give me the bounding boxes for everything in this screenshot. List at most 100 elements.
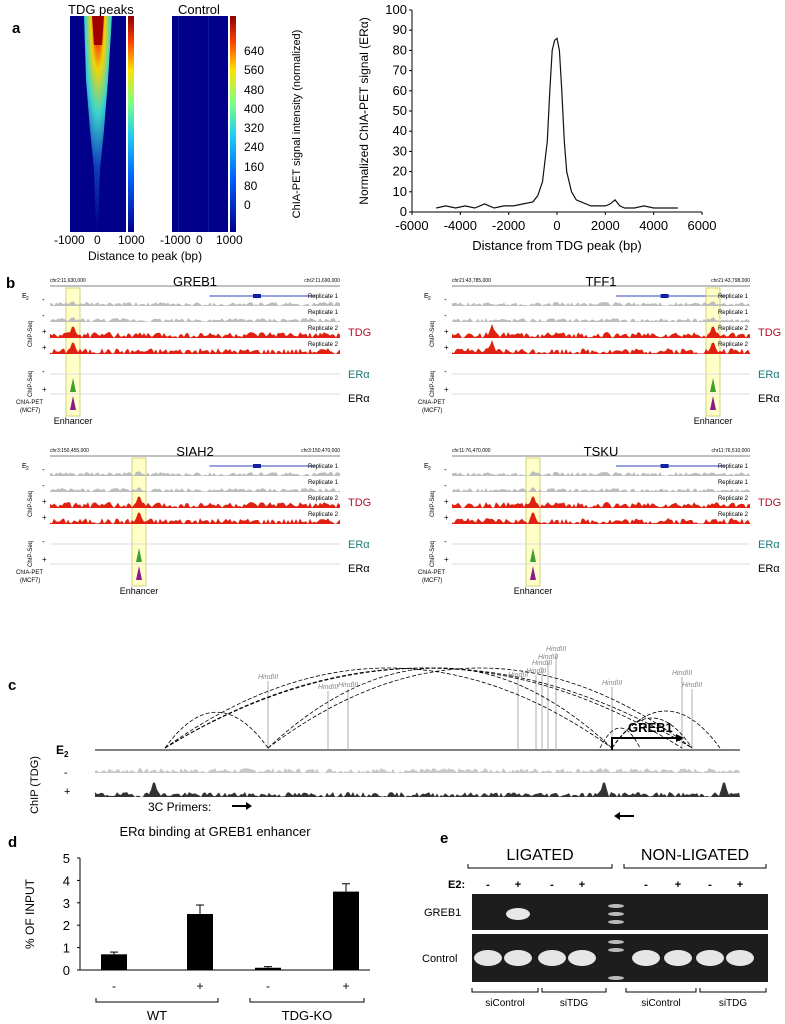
tff1-gene-title: TFF1 (585, 274, 616, 289)
chip-track (452, 324, 750, 338)
era-chip-peak (136, 548, 142, 562)
lane-group-bracket (699, 988, 767, 993)
era-chiapet-label: ERα (758, 393, 780, 405)
chip-track (452, 301, 750, 306)
e2-treatment: + (579, 879, 585, 891)
x-tick-label: -6000 (395, 218, 428, 233)
ladder-band (608, 912, 624, 916)
e2-treatment: + (737, 879, 743, 891)
chipseq-label: ChIP-Seq (28, 371, 34, 397)
exon (660, 294, 669, 298)
panel-e-letter: e (440, 830, 449, 847)
chiapet-label: ChIA-PET (16, 570, 43, 576)
enhancer-label: Enhancer (514, 586, 553, 596)
mcf7-label: (MCF7) (20, 408, 40, 414)
enhancer-label: Enhancer (694, 416, 733, 426)
x-axis-label: Distance from TDG peak (bp) (472, 238, 642, 253)
era-chip-label: ERα (348, 369, 370, 381)
lane-group-label: siTDG (560, 998, 589, 1009)
colorbar-tick: 320 (244, 121, 265, 136)
hindiii-label: HindIII (546, 646, 566, 653)
chip-track (452, 512, 750, 524)
e2-treatment: - (644, 879, 648, 891)
e2-sub: 2 (428, 466, 431, 472)
exon (253, 464, 261, 468)
chip-track (50, 487, 340, 492)
chipseq-label: ChIP-Seq (28, 491, 34, 517)
era-chip-label: ERα (348, 539, 370, 551)
chip-track (50, 471, 340, 476)
chipseq-label: ChIP-Seq (430, 321, 436, 347)
treatment-sign: + (42, 343, 47, 352)
plus-sign: + (64, 786, 70, 798)
treatment-sign: - (444, 367, 447, 376)
era-chiapet-peak (710, 396, 716, 410)
gene-label: GREB1 (628, 720, 673, 735)
exon (660, 464, 669, 468)
primers-label: 3C Primers: (148, 800, 211, 814)
chip-track (452, 496, 750, 508)
e2-label: E2: (448, 879, 465, 891)
treatment-sign: + (42, 497, 47, 506)
heatmap1-tick-zero: 0 (94, 233, 101, 247)
e2-sub: 2 (26, 296, 29, 302)
primer-arrow-reverse (614, 812, 634, 820)
tsku-coord-left: chr11:76,470,000 (452, 448, 491, 454)
group-bracket (249, 998, 365, 1003)
era-chip-label: ERα (758, 369, 780, 381)
e2-sub: 2 (64, 750, 69, 759)
treatment-sign: - (42, 295, 45, 304)
panel-a-heatmaps (70, 16, 236, 232)
hindiii-label: HindIII (672, 670, 692, 677)
chipseq-label: ChIP-Seq (28, 321, 34, 347)
lane-group-bracket (625, 988, 697, 993)
control-band (538, 950, 566, 966)
heatmap1-tick-pos: 1000 (118, 233, 145, 247)
interaction-arc (267, 667, 693, 749)
tsku-gene-title: TSKU (584, 444, 619, 459)
e2-treatment: - (550, 879, 554, 891)
colorbar-ticks: 640 560 480 400 320 240 160 80 0 (244, 42, 264, 216)
panel-a-letter: a (12, 20, 21, 37)
era-chiapet-label: ERα (348, 393, 370, 405)
control-band (504, 950, 532, 966)
ladder-band (608, 904, 624, 908)
treatment-sign: + (42, 555, 47, 564)
group-bracket (95, 998, 219, 1003)
hindiii-label: HindIII (526, 668, 546, 675)
chip-track (50, 326, 340, 338)
e2-sub: 2 (26, 466, 29, 472)
era-chiapet-peak (136, 566, 142, 580)
treatment-sign: + (444, 343, 449, 352)
era-chiapet-label: ERα (348, 563, 370, 575)
control-band (726, 950, 754, 966)
y-tick-label: 1 (63, 941, 70, 956)
ladder-band (608, 976, 624, 980)
greb1-band (506, 908, 530, 920)
siah2-coord-left: chr3:150,455,000 (50, 448, 89, 454)
treatment-sign: - (42, 481, 45, 490)
siah2-gene-title: SIAH2 (176, 444, 214, 459)
control-band (568, 950, 596, 966)
treatment-sign: - (42, 367, 45, 376)
x-tick-label: 2000 (591, 218, 620, 233)
heatmap-control (172, 16, 228, 232)
heatmap1-tick-neg: -1000 (54, 233, 85, 247)
tdg-label: TDG (758, 327, 781, 339)
era-chiapet-peak (70, 396, 76, 410)
e2-label: E (22, 463, 27, 470)
control-band (632, 950, 660, 966)
heatmap2-tick-neg: -1000 (160, 233, 191, 247)
chiapet-label: ChIA-PET (16, 400, 43, 406)
exon (253, 294, 261, 298)
primer-arrow-forward (232, 802, 252, 810)
chip-track (50, 317, 340, 322)
treatment-sign: - (444, 465, 447, 474)
treatment-sign: - (42, 311, 45, 320)
colorbar-tick: 400 (244, 101, 265, 116)
treatment-sign: - (42, 465, 45, 474)
chipseq-label: ChIP-Seq (28, 541, 34, 567)
y-axis-label: Normalized ChIA-PET signal (ERα) (357, 17, 371, 204)
colorbar-2 (230, 16, 236, 232)
chipseq-label: ChIP-Seq (430, 371, 436, 397)
